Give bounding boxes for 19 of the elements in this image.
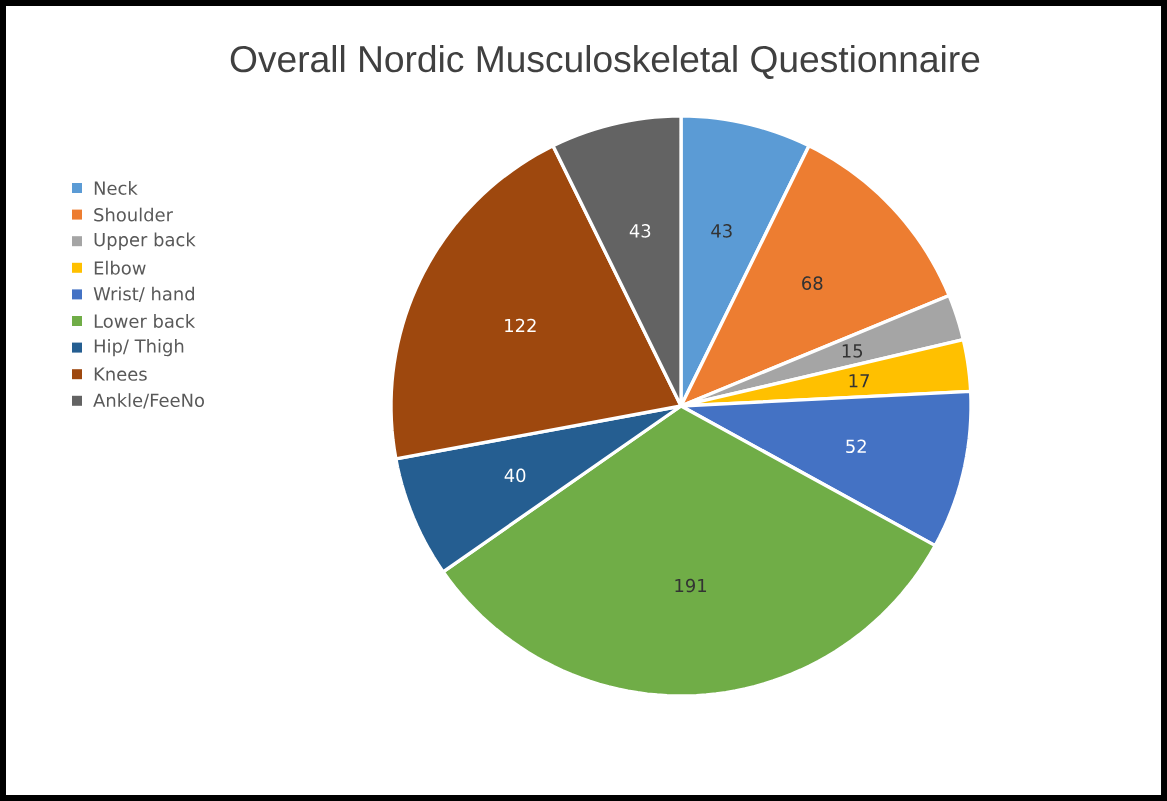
data-label: 68 [802,276,823,290]
data-label: 43 [629,224,651,238]
legend-label: Shoulder [94,207,173,222]
legend-label: Knees [94,367,147,381]
legend-label: Ankle/FeeNo [93,393,204,409]
legend-label: Wrist/ hand [93,286,195,303]
data-label: 122 [505,318,536,332]
data-label: 40 [504,468,526,483]
data-label: 43 [711,224,732,238]
legend-label: Upper back [94,232,196,250]
legend-label: Hip/ Thigh [94,338,184,357]
legend-label: Elbow [94,260,146,275]
data-label: 191 [675,578,707,593]
data-label: 15 [842,344,863,358]
chart-title: Overall Nordic Musculoskeletal Questionnaire [230,45,980,79]
legend-label: Lower back [94,314,196,328]
data-label: 17 [849,374,869,388]
data-label: 52 [846,439,866,454]
legend-label: Neck [94,181,138,195]
